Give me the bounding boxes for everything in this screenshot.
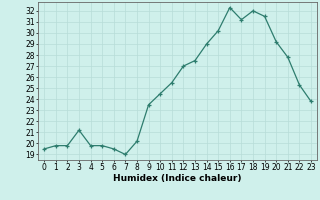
X-axis label: Humidex (Indice chaleur): Humidex (Indice chaleur): [113, 174, 242, 183]
